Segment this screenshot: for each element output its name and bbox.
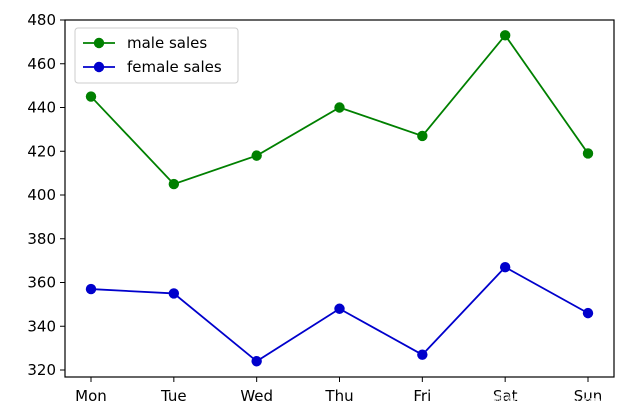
x-tick-label-sat: Sat [493, 387, 518, 405]
legend-marker-male-sales [93, 37, 105, 49]
legend-label-female-sales: female sales [127, 58, 222, 76]
data-point-female-sales-wed [251, 356, 262, 367]
data-point-female-sales-mon [85, 283, 97, 295]
series-female-sales [85, 261, 594, 367]
data-point-female-sales-sun [582, 307, 594, 319]
x-tick-label-fri: Fri [413, 387, 431, 405]
data-point-male-sales-sun [582, 148, 594, 159]
data-point-female-sales-sat [499, 261, 511, 273]
x-tick-label-tue: Tue [160, 387, 187, 405]
data-point-male-sales-sat [499, 30, 511, 41]
x-tick-label-sun: Sun [574, 387, 603, 405]
y-tick-label: 320 [27, 361, 56, 379]
data-point-female-sales-tue [168, 288, 180, 299]
legend-item-female-sales: female sales [83, 58, 222, 76]
x-tick-label-mon: Mon [75, 387, 107, 405]
legend-label-male-sales: male sales [127, 34, 207, 52]
y-tick-label: 380 [27, 230, 56, 248]
data-point-female-sales-fri [417, 349, 428, 360]
data-point-male-sales-thu [334, 102, 345, 113]
data-point-male-sales-wed [251, 150, 262, 161]
x-tick-label-thu: Thu [324, 387, 353, 405]
y-tick-label: 360 [27, 274, 56, 292]
legend-box [74, 27, 239, 84]
y-tick-label: 340 [27, 317, 56, 335]
x-tick-label-wed: Wed [240, 387, 273, 405]
legend-item-male-sales: male sales [83, 34, 207, 52]
series-male-sales [85, 30, 594, 190]
x-axis: Mon Tue Wed Thu Fri Sat Sun [75, 377, 602, 405]
legend-marker-female-sales [93, 61, 105, 73]
watermark-text: 云栖社区 yq.aliyun.com [477, 394, 636, 410]
series-layer [85, 30, 594, 367]
y-tick-label: 420 [27, 142, 56, 160]
y-tick-label: 440 [27, 99, 56, 117]
y-tick-label: 460 [27, 55, 56, 73]
data-point-male-sales-tue [168, 178, 180, 190]
legend: male sales female sales [74, 27, 239, 84]
y-tick-label: 400 [27, 186, 56, 204]
data-point-male-sales-mon [85, 91, 97, 102]
y-tick-label: 480 [27, 11, 56, 29]
data-point-female-sales-thu [334, 303, 345, 314]
y-axis: 320 340 360 380 400 420 440 460 480 [27, 11, 65, 379]
data-point-male-sales-fri [417, 130, 428, 142]
